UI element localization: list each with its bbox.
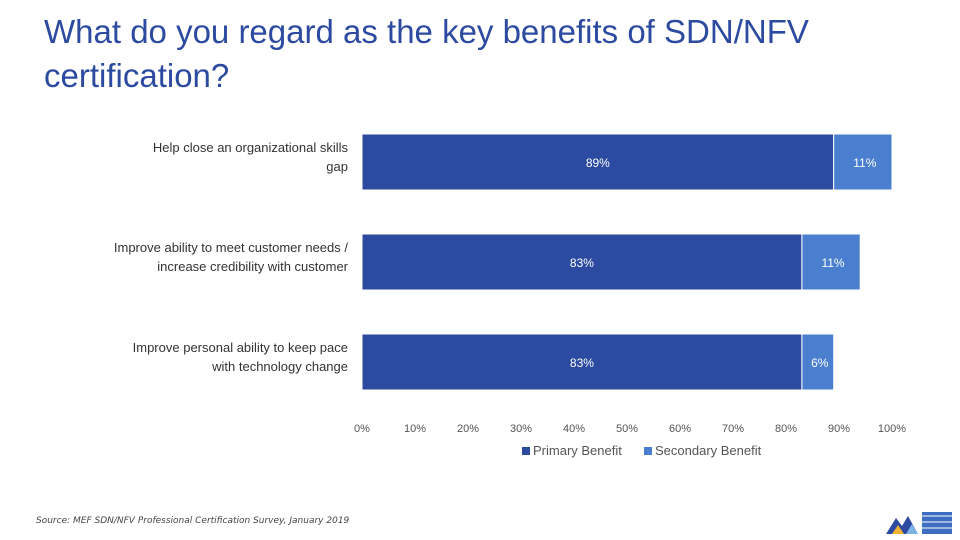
x-tick-label: 20%: [457, 423, 479, 435]
data-label: 83%: [570, 256, 594, 270]
x-tick-label: 50%: [616, 423, 638, 435]
secondary-bar: [801, 233, 861, 291]
data-label: 6%: [811, 356, 829, 370]
data-label: 83%: [570, 356, 594, 370]
legend-label-secondary: Secondary Benefit: [655, 443, 762, 458]
x-tick-label: 60%: [669, 423, 691, 435]
data-label: 11%: [821, 256, 844, 270]
mef-logo-icon: [886, 512, 952, 534]
data-label: 11%: [853, 156, 876, 170]
legend-swatch-primary: [522, 447, 530, 455]
slide-title: What do you regard as the key benefits o…: [44, 13, 809, 94]
category-label: Improve personal ability to keep pace wit…: [133, 340, 348, 374]
data-label: 89%: [586, 156, 610, 170]
x-tick-label: 30%: [510, 423, 532, 435]
x-tick-label: 90%: [828, 423, 850, 435]
x-tick-label: 70%: [722, 423, 744, 435]
legend-swatch-secondary: [644, 447, 652, 455]
stacked-bar-chart: Help close an organizational skills gap 89…: [114, 133, 906, 458]
legend-label-primary: Primary Benefit: [533, 443, 622, 458]
x-tick-label: 10%: [404, 423, 426, 435]
primary-bar: [361, 233, 803, 291]
primary-bar: [361, 133, 835, 191]
secondary-bar: [833, 133, 893, 191]
x-tick-label: 40%: [563, 423, 585, 435]
x-tick-label: 0%: [354, 423, 370, 435]
secondary-bar: [801, 333, 835, 391]
category-label: Help close an organizational skills gap: [153, 140, 349, 174]
category-label: Improve ability to meet customer needs /…: [114, 240, 349, 274]
primary-bar: [361, 333, 803, 391]
x-tick-label: 100%: [878, 423, 906, 435]
source-note: Source: MEF SDN/NFV Professional Certifi…: [36, 516, 350, 526]
x-tick-label: 80%: [775, 423, 797, 435]
